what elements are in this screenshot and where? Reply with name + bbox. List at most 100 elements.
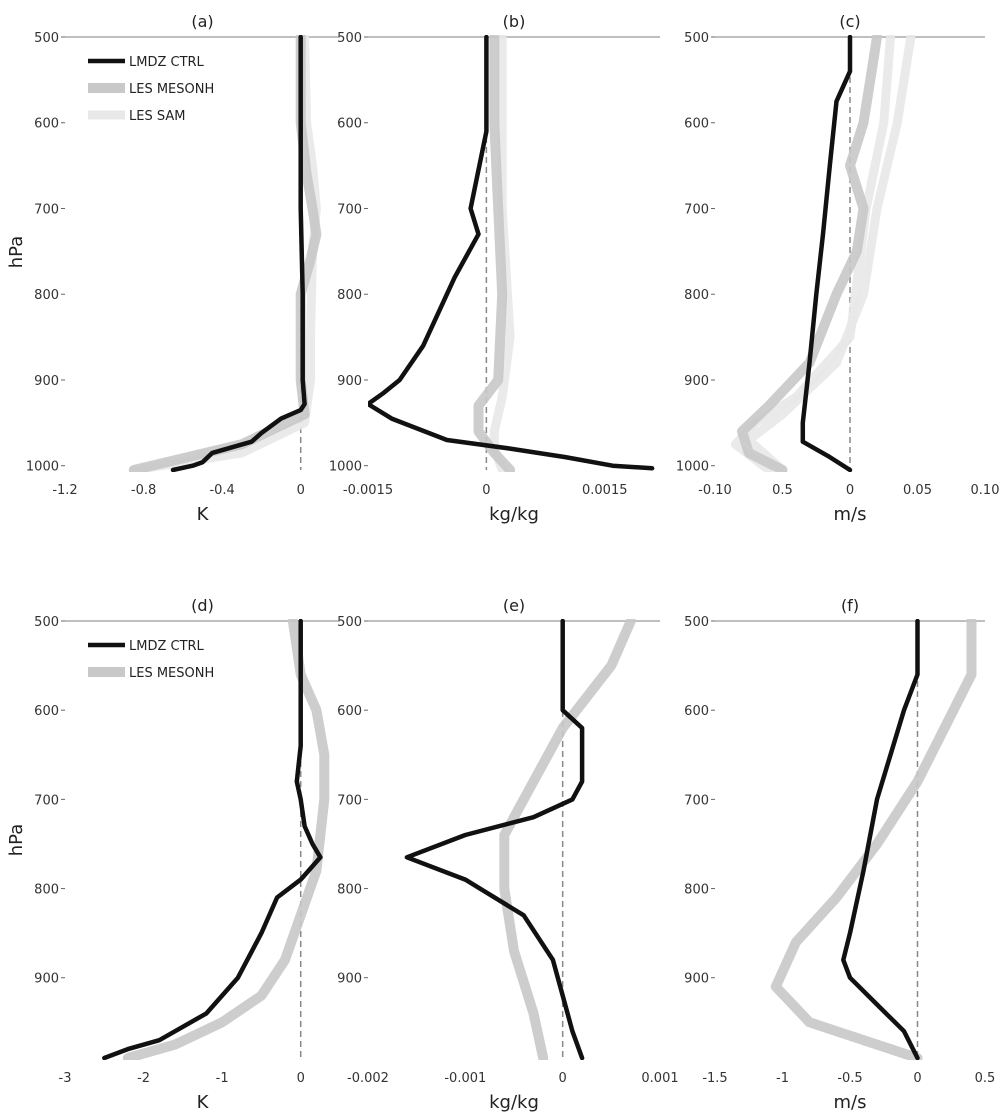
series-line-mesonh <box>122 619 330 1060</box>
legend-label: LES SAM <box>129 109 185 124</box>
x-tick-label: -2 <box>137 1071 150 1086</box>
x-tick-label: 0.05 <box>903 483 932 498</box>
panel-f: 500 600 700 800 900 -1.5 -1 -0.5 0 0.5 (f) m/s <box>684 596 995 1113</box>
x-axis-label: K <box>197 504 210 525</box>
panel-title: (b) <box>503 12 526 31</box>
y-tick-label: 900 <box>337 972 362 987</box>
panel-title: (a) <box>191 12 213 31</box>
x-tick-label: 0 <box>559 1071 567 1086</box>
x-tick-label: 0.5 <box>772 483 793 498</box>
y-tick-label: 600 <box>337 117 362 132</box>
legend: LMDZ CTRL LES MESONH <box>88 639 214 681</box>
y-tick-label: 600 <box>684 117 709 132</box>
series-line-ctrl <box>102 619 323 1060</box>
panel-title: (d) <box>191 596 214 615</box>
x-tick-label: -0.10 <box>698 483 732 498</box>
y-tick-label: 800 <box>337 288 362 303</box>
x-tick-label: -0.8 <box>131 483 156 498</box>
x-axis-label: m/s <box>834 1092 867 1113</box>
x-tick-label: -0.0015 <box>343 483 393 498</box>
y-tick-label: 700 <box>684 793 709 808</box>
legend: LMDZ CTRL LES MESONH LES SAM <box>88 55 214 124</box>
panels-group: 500 600 700 800 900 1000 -1.2 -0.8 -0.4 0 (a) K LMDZ… <box>26 12 1000 1113</box>
legend-label: LMDZ CTRL <box>129 55 205 70</box>
y-tick-label: 500 <box>337 31 362 46</box>
x-tick-label: 0.001 <box>641 1071 678 1086</box>
x-tick-label: -1.5 <box>702 1071 727 1086</box>
y-tick-label: 600 <box>684 704 709 719</box>
x-tick-label: 0 <box>482 483 490 498</box>
y-tick-label: 900 <box>34 972 59 987</box>
y-tick-label: 1000 <box>329 460 362 475</box>
series-line-ctrl <box>800 35 853 472</box>
y-tick-label: 800 <box>337 883 362 898</box>
x-axis-label: m/s <box>834 504 867 525</box>
y-tick-label: 600 <box>337 704 362 719</box>
series-group <box>404 619 636 1060</box>
y-tick-label: 500 <box>684 615 709 630</box>
x-tick-label: 0 <box>913 1071 921 1086</box>
x-tick-label: -3 <box>59 1071 72 1086</box>
series-line-ctrl <box>404 619 585 1060</box>
panel-e: 500 600 700 800 900 -0.002 -0.001 0 0.001 (e) kg/k… <box>337 596 678 1113</box>
legend-label: LMDZ CTRL <box>129 639 205 654</box>
x-tick-label: -1 <box>216 1071 229 1086</box>
y-tick-label: 700 <box>684 202 709 217</box>
panel-title: (f) <box>841 596 859 615</box>
series-group <box>368 35 655 472</box>
series-line-ctrl <box>368 35 655 471</box>
series-group <box>102 619 330 1060</box>
y-tick-label: 700 <box>34 793 59 808</box>
legend-label: LES MESONH <box>129 666 214 681</box>
series-line-sam <box>129 35 321 472</box>
y-tick-label: 600 <box>34 704 59 719</box>
x-tick-label: 0 <box>297 1071 305 1086</box>
x-tick-label: 0.10 <box>971 483 1000 498</box>
y-tick-label: 500 <box>34 615 59 630</box>
y-tick-label: 600 <box>34 117 59 132</box>
series-line-ctrl <box>841 619 920 1060</box>
panel-a: 500 600 700 800 900 1000 -1.2 -0.8 -0.4 0 (a) K LMDZ… <box>26 12 340 525</box>
y-tick-label: 500 <box>337 615 362 630</box>
x-tick-label: -0.002 <box>347 1071 389 1086</box>
x-axis-label: K <box>197 1092 210 1113</box>
y-tick-label: 500 <box>34 31 59 46</box>
x-tick-label: -0.5 <box>837 1071 862 1086</box>
y-tick-label: 800 <box>684 288 709 303</box>
series-group <box>128 35 322 472</box>
y-tick-label: 700 <box>337 793 362 808</box>
panel-title: (c) <box>839 12 860 31</box>
panel-d: 500 600 700 800 900 -3 -2 -1 0 (d) K LMDZ CTRL LES M… <box>34 596 340 1113</box>
x-tick-label: 0.5 <box>975 1071 996 1086</box>
panel-c: 500 600 700 800 900 1000 -0.10 0.5 0 0.05 0.10 (c) m… <box>676 12 1000 525</box>
x-axis-label: kg/kg <box>489 1092 539 1113</box>
x-tick-label: -1.2 <box>52 483 77 498</box>
y-tick-label: 800 <box>34 288 59 303</box>
y-tick-label: 1000 <box>26 460 59 475</box>
panel-title: (e) <box>503 596 525 615</box>
y-tick-label: 700 <box>34 202 59 217</box>
y-tick-label: 900 <box>34 374 59 389</box>
series-group <box>730 35 916 472</box>
series-line-mesonh <box>499 619 636 1060</box>
y-tick-label: 800 <box>684 883 709 898</box>
legend-label: LES MESONH <box>129 82 214 97</box>
panel-b: 500 600 700 800 900 1000 -0.0015 0 0.0015 (b) kg/k… <box>329 12 660 525</box>
y-tick-label: 800 <box>34 883 59 898</box>
y-tick-label: 700 <box>337 202 362 217</box>
y-tick-label: 900 <box>337 374 362 389</box>
y-tick-label: 900 <box>684 374 709 389</box>
ylabel-bottom: hPa <box>6 824 27 856</box>
y-tick-label: 500 <box>684 31 709 46</box>
x-tick-label: -0.4 <box>209 483 234 498</box>
x-tick-label: 0 <box>846 483 854 498</box>
ylabel-top: hPa <box>6 236 27 268</box>
series-line-sam <box>744 35 916 472</box>
y-tick-label: 900 <box>684 972 709 987</box>
x-tick-label: 0 <box>297 483 305 498</box>
x-tick-label: -0.001 <box>444 1071 486 1086</box>
series-line-mesonh <box>770 619 977 1060</box>
series-line-ctrl <box>170 35 307 472</box>
series-line-mesonh <box>128 35 322 472</box>
